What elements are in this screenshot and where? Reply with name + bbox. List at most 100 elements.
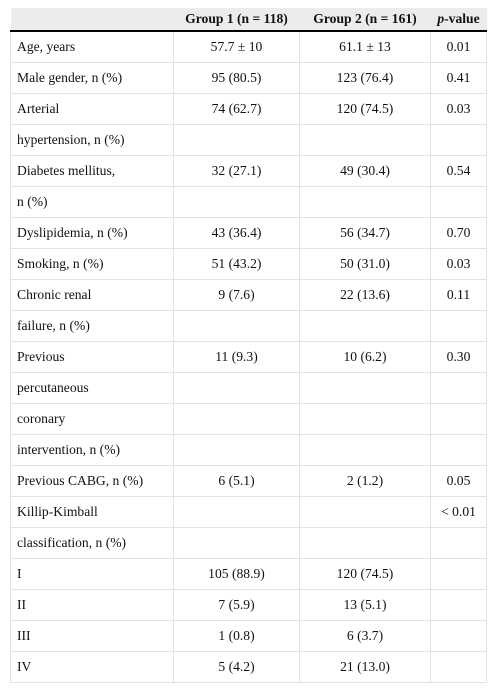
group2-value-cell [299,124,431,156]
group2-value-cell [299,403,431,435]
header-pvalue-rest: -value [444,11,480,26]
row-label-cell: Age, years [10,31,174,63]
table-row: Dyslipidemia, n (%) 43 (36.4) 56 (34.7) 0.7… [10,217,487,249]
pvalue-cell [430,403,487,435]
row-label-cell: Previous CABG, n (%) [10,465,174,497]
group2-value-cell: 50 (31.0) [299,248,431,280]
header-pvalue: p-value [430,8,487,32]
group1-value-cell: 51 (43.2) [173,248,300,280]
group1-value-cell: 7 (5.9) [173,589,300,621]
group2-value-cell: 22 (13.6) [299,279,431,311]
group2-value-cell [299,310,431,342]
table-row: II 7 (5.9) 13 (5.1) [10,589,487,621]
row-label-cell: IV [10,651,174,683]
pvalue-cell: 0.70 [430,217,487,249]
group2-value-cell: 2 (1.2) [299,465,431,497]
group1-value-cell: 32 (27.1) [173,155,300,187]
pvalue-cell [430,310,487,342]
row-label-cell: intervention, n (%) [10,434,174,466]
group1-value-cell: 6 (5.1) [173,465,300,497]
group1-value-cell [173,310,300,342]
row-label-cell: failure, n (%) [10,310,174,342]
table-row: percutaneous [10,372,487,404]
group1-value-cell [173,434,300,466]
pvalue-cell: 0.01 [430,31,487,63]
table-row: Smoking, n (%) 51 (43.2) 50 (31.0) 0.03 [10,248,487,280]
pvalue-cell [430,372,487,404]
group1-value-cell [173,403,300,435]
group2-value-cell: 21 (13.0) [299,651,431,683]
baseline-characteristics-table: Group 1 (n = 118) Group 2 (n = 161) p-va… [10,8,487,683]
row-label-cell: classification, n (%) [10,527,174,559]
pvalue-cell: 0.11 [430,279,487,311]
group2-value-cell: 6 (3.7) [299,620,431,652]
table-row: Male gender, n (%) 95 (80.5) 123 (76.4) 0.4… [10,62,487,94]
group1-value-cell: 74 (62.7) [173,93,300,125]
group1-value-cell [173,496,300,528]
group1-value-cell: 9 (7.6) [173,279,300,311]
group1-value-cell: 11 (9.3) [173,341,300,373]
row-label-cell: Chronic renal [10,279,174,311]
group2-value-cell: 120 (74.5) [299,558,431,590]
group1-value-cell [173,527,300,559]
row-label-cell: Smoking, n (%) [10,248,174,280]
row-label-cell: percutaneous [10,372,174,404]
pvalue-cell: 0.41 [430,62,487,94]
table-row: n (%) [10,186,487,218]
group1-value-cell [173,124,300,156]
table-row: Arterial 74 (62.7) 120 (74.5) 0.03 [10,93,487,125]
group2-value-cell [299,496,431,528]
table-row: IV 5 (4.2) 21 (13.0) [10,651,487,683]
row-label-cell: I [10,558,174,590]
table-row: I 105 (88.9) 120 (74.5) [10,558,487,590]
pvalue-cell: 0.30 [430,341,487,373]
group1-value-cell: 105 (88.9) [173,558,300,590]
table-row: Previous CABG, n (%) 6 (5.1) 2 (1.2) 0.05 [10,465,487,497]
row-label-cell: Killip-Kimball [10,496,174,528]
pvalue-cell [430,186,487,218]
group2-value-cell: 120 (74.5) [299,93,431,125]
row-label-cell: coronary [10,403,174,435]
table-row: Previous 11 (9.3) 10 (6.2) 0.30 [10,341,487,373]
row-label-cell: Diabetes mellitus, [10,155,174,187]
group2-value-cell: 123 (76.4) [299,62,431,94]
pvalue-cell: < 0.01 [430,496,487,528]
group2-value-cell: 49 (30.4) [299,155,431,187]
row-label-cell: hypertension, n (%) [10,124,174,156]
pvalue-cell [430,124,487,156]
pvalue-cell [430,558,487,590]
group2-value-cell: 56 (34.7) [299,217,431,249]
header-group1: Group 1 (n = 118) [173,8,300,32]
row-label-cell: Male gender, n (%) [10,62,174,94]
pvalue-cell [430,620,487,652]
table-header-row: Group 1 (n = 118) Group 2 (n = 161) p-va… [10,8,487,32]
group1-value-cell: 5 (4.2) [173,651,300,683]
table-row: Diabetes mellitus, 32 (27.1) 49 (30.4) 0.54 [10,155,487,187]
group1-value-cell: 43 (36.4) [173,217,300,249]
pvalue-cell: 0.05 [430,465,487,497]
header-blank-cell [10,8,174,32]
group1-value-cell [173,186,300,218]
group2-value-cell [299,527,431,559]
row-label-cell: III [10,620,174,652]
table-row: Killip-Kimball < 0.01 [10,496,487,528]
table-row: Age, years 57.7 ± 10 61.1 ± 13 0.01 [10,31,487,63]
pvalue-cell [430,434,487,466]
header-pvalue-italic: p [437,11,445,26]
row-label-cell: Arterial [10,93,174,125]
group2-value-cell: 10 (6.2) [299,341,431,373]
group2-value-cell: 61.1 ± 13 [299,31,431,63]
pvalue-cell [430,651,487,683]
row-label-cell: Dyslipidemia, n (%) [10,217,174,249]
pvalue-cell: 0.03 [430,248,487,280]
pvalue-cell: 0.03 [430,93,487,125]
table-row: Chronic renal 9 (7.6) 22 (13.6) 0.11 [10,279,487,311]
group2-value-cell [299,372,431,404]
row-label-cell: n (%) [10,186,174,218]
pvalue-cell [430,589,487,621]
row-label-cell: Previous [10,341,174,373]
row-label-cell: II [10,589,174,621]
pvalue-cell: 0.54 [430,155,487,187]
group2-value-cell [299,434,431,466]
header-group2: Group 2 (n = 161) [299,8,431,32]
